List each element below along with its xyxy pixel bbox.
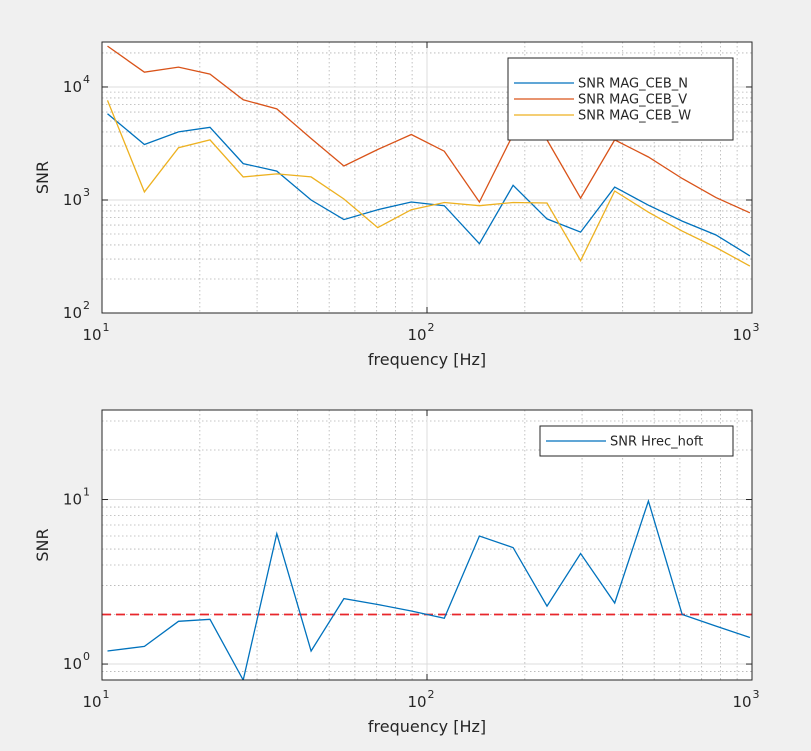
y-tick-label: 102 <box>63 299 90 322</box>
y-tick-exponent: 0 <box>83 650 90 663</box>
series-line-SNR MAG_CEB_V <box>107 45 751 214</box>
x-axis-label: frequency [Hz] <box>368 717 486 736</box>
x-tick-label: 102 <box>407 321 434 344</box>
y-tick-label: 100 <box>63 650 90 673</box>
legend-entry: SNR Hrec_hoft <box>610 435 703 450</box>
x-tick-exponent: 1 <box>103 321 110 334</box>
x-tick-exponent: 1 <box>103 688 110 701</box>
y-tick-exponent: 4 <box>83 73 90 86</box>
x-tick-exponent: 3 <box>753 321 760 334</box>
legend: SNR Hrec_hoft <box>539 425 734 457</box>
y-axis-label: SNR <box>33 528 52 561</box>
x-tick-label: 103 <box>732 321 759 344</box>
x-tick-label: 102 <box>407 688 434 711</box>
x-tick-exponent: 2 <box>428 321 435 334</box>
series-line-SNR MAG_CEB_N <box>107 113 751 257</box>
x-axis-label: frequency [Hz] <box>368 350 486 369</box>
x-tick-exponent: 3 <box>753 688 760 701</box>
x-tick-label: 103 <box>732 688 759 711</box>
grid <box>102 42 752 313</box>
y-tick-label: 103 <box>63 186 90 209</box>
series-line-SNR MAG_CEB_W <box>106 100 751 267</box>
series-line-SNR Hrec_hoft <box>107 498 751 680</box>
y-tick-exponent: 3 <box>83 186 90 199</box>
legend-entry: SNR MAG_CEB_W <box>578 109 691 124</box>
y-tick-exponent: 1 <box>83 486 90 499</box>
y-axis-label: SNR <box>33 161 52 194</box>
legend-entry: SNR MAG_CEB_V <box>578 93 687 108</box>
x-tick-label: 101 <box>82 688 109 711</box>
x-tick-exponent: 2 <box>428 688 435 701</box>
y-tick-label: 104 <box>63 73 90 96</box>
x-tick-label: 101 <box>82 321 109 344</box>
y-tick-label: 101 <box>63 486 90 509</box>
legend-entry: SNR MAG_CEB_N <box>578 77 688 92</box>
y-tick-exponent: 2 <box>83 299 90 312</box>
